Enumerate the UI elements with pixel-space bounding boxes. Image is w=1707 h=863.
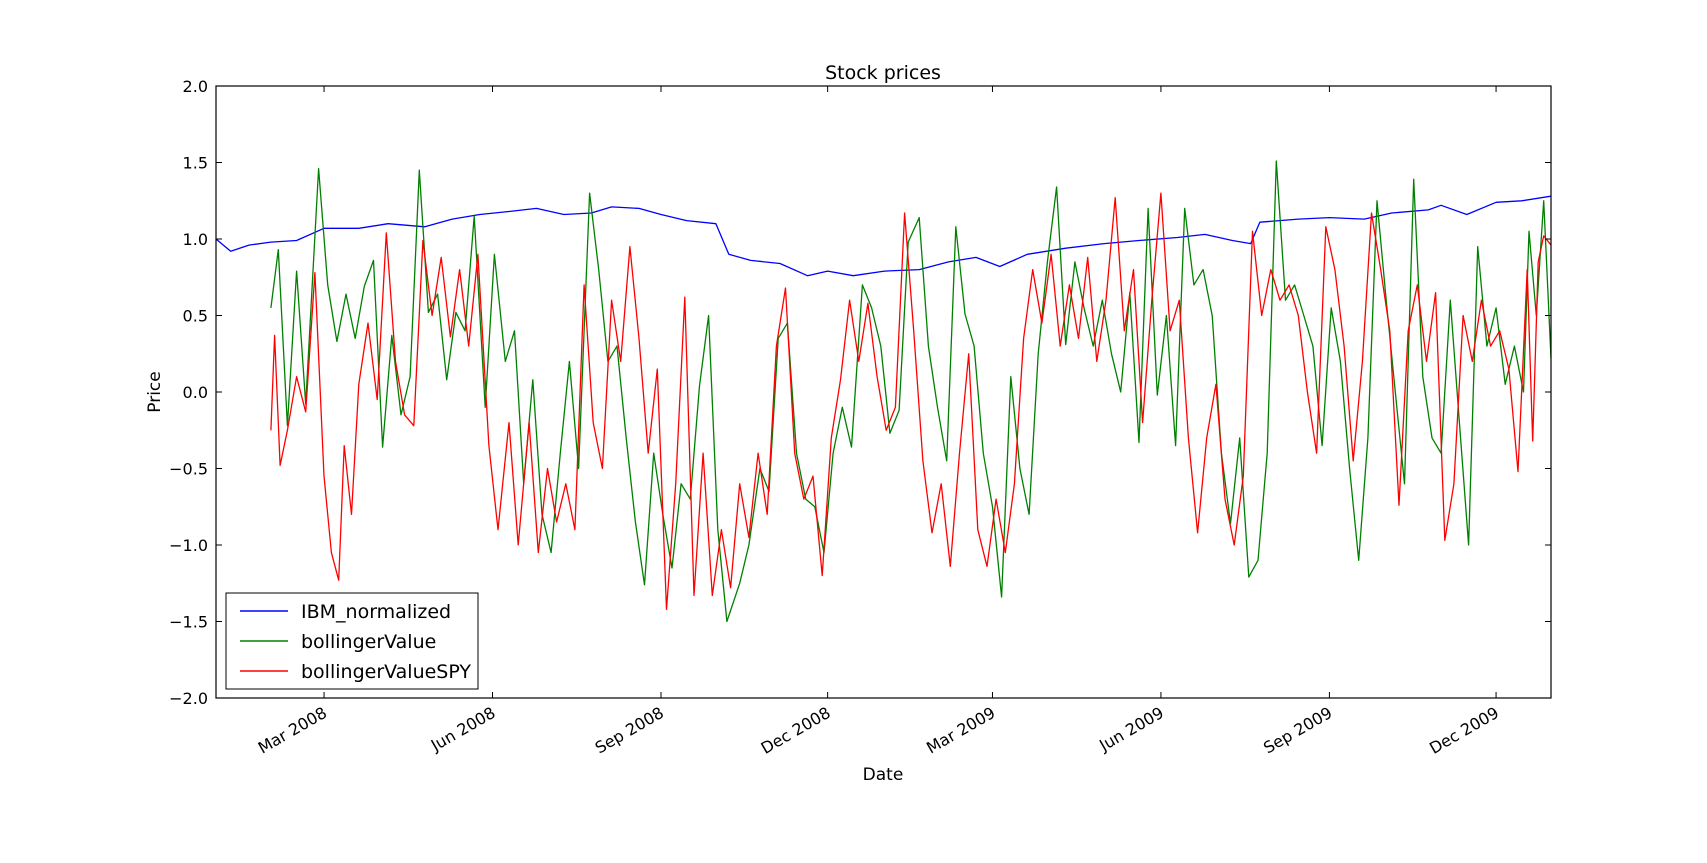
series-line-bollingervalue (270, 160, 1551, 623)
series-line-bollingervaluespy (270, 192, 1551, 610)
y-tick-label: 1.5 (183, 154, 208, 173)
series-layer (216, 160, 1551, 623)
y-axis-label: Price (145, 371, 165, 412)
x-axis-label: Date (863, 765, 904, 785)
legend: IBM_normalized bollingerValue bollingerVal… (225, 592, 479, 690)
legend-label: bollingerValue (301, 631, 436, 653)
y-tick-label: 2.0 (183, 77, 208, 96)
y-tick-label: −2.0 (169, 689, 208, 708)
series-line-ibm-normalized (216, 195, 1551, 277)
y-tick-label: 0.5 (183, 307, 208, 326)
y-tick-label: 1.0 (183, 230, 208, 249)
chart-title: Stock prices (825, 62, 941, 84)
y-tick-label: 0.0 (183, 383, 208, 402)
legend-label: IBM_normalized (301, 601, 451, 623)
y-tick-label: −0.5 (169, 460, 208, 479)
y-tick-label: −1.0 (169, 536, 208, 555)
legend-label: bollingerValueSPY (301, 661, 471, 683)
y-tick-label: −1.5 (169, 613, 208, 632)
